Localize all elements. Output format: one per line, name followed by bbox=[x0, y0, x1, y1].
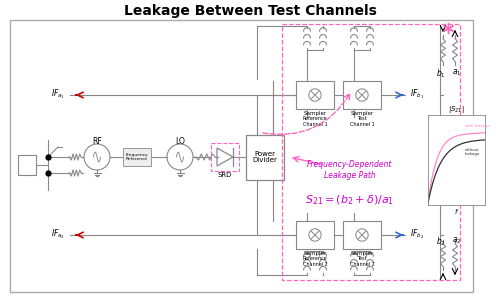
Text: Reference
Channel 1: Reference Channel 1 bbox=[302, 116, 328, 127]
Bar bbox=[246, 134, 284, 179]
Text: Reference
Channel 2: Reference Channel 2 bbox=[302, 256, 328, 267]
Bar bbox=[343, 221, 381, 249]
Bar bbox=[123, 148, 151, 166]
Bar bbox=[343, 81, 381, 109]
Text: LO: LO bbox=[175, 137, 185, 146]
Text: Sampler: Sampler bbox=[350, 250, 374, 255]
Bar bbox=[296, 81, 334, 109]
Text: $a_1$: $a_1$ bbox=[452, 68, 462, 79]
Bar bbox=[18, 155, 36, 175]
Text: $a_2$: $a_2$ bbox=[452, 235, 462, 246]
Title: $|S_{21}|$: $|S_{21}|$ bbox=[448, 104, 464, 115]
Text: RF: RF bbox=[92, 137, 102, 146]
Text: SRD: SRD bbox=[218, 172, 232, 178]
Text: $\mathit{IF}_{a_1}$: $\mathit{IF}_{a_1}$ bbox=[51, 87, 65, 101]
Bar bbox=[211, 143, 239, 171]
Bar bbox=[282, 24, 460, 280]
Text: with leakage: with leakage bbox=[465, 124, 489, 128]
Bar bbox=[296, 221, 334, 249]
X-axis label: $f$: $f$ bbox=[454, 207, 459, 216]
Text: $\mathit{IF}_{b_2}$: $\mathit{IF}_{b_2}$ bbox=[410, 227, 424, 241]
Text: $\mathit{IF}_{b_1}$: $\mathit{IF}_{b_1}$ bbox=[410, 87, 424, 101]
Text: Frequency-Dependent
Leakage Path: Frequency-Dependent Leakage Path bbox=[307, 160, 393, 180]
Text: without
leakage: without leakage bbox=[465, 148, 480, 156]
Text: $\mathit{IF}_{a_2}$: $\mathit{IF}_{a_2}$ bbox=[51, 227, 65, 241]
Text: Sampler: Sampler bbox=[304, 250, 326, 255]
Text: Frequency
Reference: Frequency Reference bbox=[126, 153, 148, 161]
Text: Test
Channel 2: Test Channel 2 bbox=[350, 256, 374, 267]
Text: Sampler: Sampler bbox=[304, 111, 326, 115]
Text: Leakage Between Test Channels: Leakage Between Test Channels bbox=[124, 4, 376, 18]
Text: $b_1$: $b_1$ bbox=[436, 68, 446, 81]
Text: Power
Divider: Power Divider bbox=[252, 150, 278, 163]
Text: $b_2$: $b_2$ bbox=[436, 235, 446, 248]
Text: Test
Channel 1: Test Channel 1 bbox=[350, 116, 374, 127]
Text: $S_{21} = (b_2+\delta)/a_1$: $S_{21} = (b_2+\delta)/a_1$ bbox=[306, 193, 394, 207]
Text: Sampler: Sampler bbox=[350, 111, 374, 115]
